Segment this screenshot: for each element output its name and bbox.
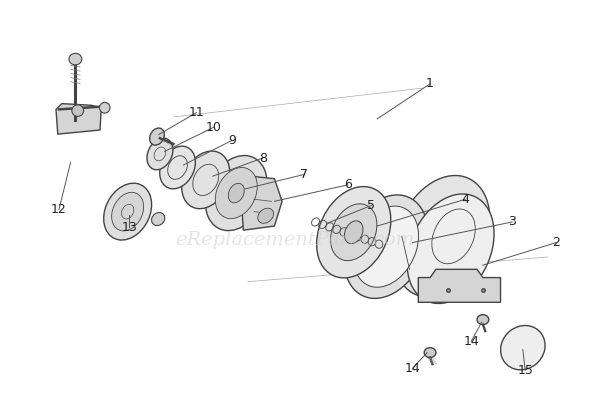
Text: 14: 14 [463,335,479,348]
Ellipse shape [344,195,428,298]
Ellipse shape [215,168,257,219]
Text: 9: 9 [228,134,236,147]
Ellipse shape [72,105,84,116]
Ellipse shape [500,325,545,370]
Ellipse shape [353,206,418,287]
Text: 14: 14 [405,362,420,375]
Text: 3: 3 [509,215,516,228]
Ellipse shape [345,221,363,244]
Text: eReplacementParts.com: eReplacementParts.com [175,232,415,249]
Text: 6: 6 [344,178,352,191]
Ellipse shape [100,103,110,113]
Text: 7: 7 [300,168,308,181]
Polygon shape [418,269,500,302]
Ellipse shape [147,138,173,170]
Text: 4: 4 [461,193,469,206]
Ellipse shape [112,192,143,231]
Ellipse shape [228,183,244,203]
Ellipse shape [160,146,195,189]
Ellipse shape [407,194,494,303]
Text: 1: 1 [426,77,434,90]
Text: 8: 8 [258,151,267,164]
Ellipse shape [182,151,230,209]
Ellipse shape [258,208,274,223]
Ellipse shape [104,183,152,240]
Ellipse shape [69,54,82,65]
Ellipse shape [317,187,391,278]
Polygon shape [56,104,101,134]
Polygon shape [241,177,282,230]
Ellipse shape [152,212,165,226]
Ellipse shape [394,176,490,297]
Text: 13: 13 [122,221,137,234]
Text: 2: 2 [552,236,560,249]
Text: 10: 10 [206,121,222,134]
Ellipse shape [150,128,165,145]
Ellipse shape [424,348,436,358]
Ellipse shape [477,315,489,325]
Text: 5: 5 [368,199,375,212]
Text: 12: 12 [51,203,67,216]
Ellipse shape [205,156,267,231]
Ellipse shape [330,204,377,261]
Text: 15: 15 [517,364,533,377]
Text: 11: 11 [188,106,204,119]
